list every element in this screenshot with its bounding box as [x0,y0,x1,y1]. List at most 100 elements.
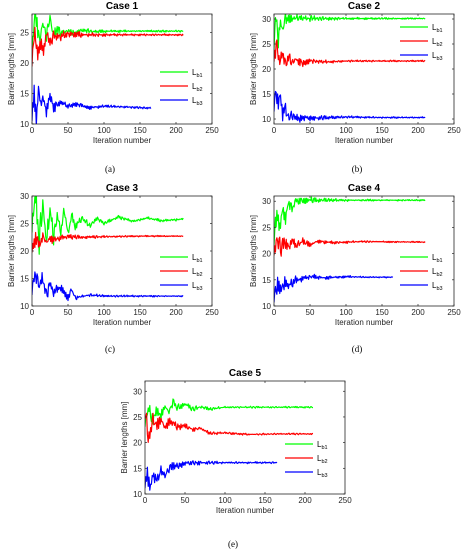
y-tick-label: 20 [133,439,142,448]
panel-label: (a) [105,164,115,174]
chart-panel-2: Case 2 0 50 100 150 200 250 10 15 20 25 30 Iteration… [249,1,461,174]
chart-panel-4: Case 4 0 50 100 150 200 250 10 15 20 25 30 Iteration… [249,183,461,354]
plot-frame [273,195,455,307]
y-tick-label: 30 [262,15,271,24]
legend-label-b1: Lb1 [432,253,443,264]
legend-subscript: b2 [436,42,442,48]
legend-subscript: b1 [196,258,202,264]
y-tick-label: 20 [20,59,29,68]
series-line-b2 [274,39,426,68]
x-tick-label: 150 [375,308,389,317]
x-tick-label: 50 [64,126,73,135]
series-group [274,196,426,303]
series-line-b3 [274,273,394,303]
y-tick-label: 15 [20,89,29,98]
x-tick-label: 0 [143,496,148,505]
y-tick-label: 30 [133,387,142,396]
series-line-b1 [32,196,184,255]
legend-label-b1: Lb1 [317,440,328,451]
chart-title: Case 1 [106,1,139,12]
legend-subscript: b2 [321,459,327,465]
legend: Lb1 Lb2 Lb3 [400,253,443,292]
legend: Lb1 Lb2 Lb3 [160,253,203,292]
legend-subscript: b3 [196,101,202,107]
legend-label-b2: Lb2 [192,82,203,93]
chart-panel-5: Case 5 0 50 100 150 200 250 10 15 20 25 30 Iteration… [120,368,352,549]
chart-title: Case 3 [106,183,139,194]
x-tick-label: 0 [272,308,277,317]
series-line-b2 [32,231,184,253]
y-axis-label: Barrier lengths [mm] [7,215,16,287]
panel-label: (c) [105,344,115,354]
x-tick-label: 0 [272,126,277,135]
plot-frame [31,13,213,125]
series-group [274,14,426,123]
series-group [32,196,184,302]
x-tick-label: 150 [133,126,147,135]
legend-subscript: b1 [196,73,202,79]
y-tick-label: 10 [262,115,271,124]
x-tick-label: 250 [338,496,352,505]
x-axis-label: Iteration number [93,318,152,327]
x-tick-label: 100 [97,308,111,317]
x-axis-label: Iteration number [216,506,275,515]
series-line-b2 [274,236,426,257]
y-tick-label: 15 [262,276,271,285]
legend-subscript: b2 [436,272,442,278]
x-tick-label: 150 [133,308,147,317]
x-tick-label: 100 [339,308,353,317]
series-line-b1 [274,196,426,246]
y-tick-label: 20 [262,250,271,259]
series-line-b3 [145,460,278,491]
series-line-b1 [274,14,426,50]
x-tick-label: 200 [298,496,312,505]
x-tick-label: 50 [306,126,315,135]
y-axis-label: Barrier lengths [mm] [249,215,258,287]
y-tick-label: 10 [262,302,271,311]
legend-label-b3: Lb3 [432,51,443,62]
y-axis-label: Barrier lengths [mm] [7,33,16,105]
x-tick-label: 250 [447,126,461,135]
y-axis-label: Barrier lengths [mm] [120,401,129,473]
legend-subscript: b2 [196,272,202,278]
y-tick-label: 25 [20,28,29,37]
y-tick-label: 20 [20,247,29,256]
legend-label-b2: Lb2 [432,267,443,278]
legend-label-b3: Lb3 [192,281,203,292]
x-tick-label: 200 [169,308,183,317]
x-tick-label: 200 [169,126,183,135]
y-tick-label: 10 [20,302,29,311]
panel-label: (d) [352,344,363,354]
legend-label-b2: Lb2 [432,37,443,48]
legend-label-b1: Lb1 [192,253,203,264]
legend-subscript: b3 [436,56,442,62]
y-tick-label: 25 [262,40,271,49]
y-tick-label: 10 [133,490,142,499]
y-tick-label: 30 [262,197,271,206]
x-tick-label: 250 [447,308,461,317]
series-line-b3 [274,90,426,123]
x-tick-label: 0 [30,308,35,317]
x-tick-label: 100 [97,126,111,135]
legend-label-b1: Lb1 [192,68,203,79]
series-line-b2 [32,26,184,67]
series-line-b3 [32,84,152,124]
x-axis-label: Iteration number [335,318,394,327]
x-tick-label: 150 [258,496,272,505]
x-tick-label: 250 [205,308,219,317]
chart-title: Case 4 [348,183,381,194]
legend-subscript: b1 [436,258,442,264]
y-tick-label: 25 [262,223,271,232]
series-group [145,398,314,491]
legend-subscript: b3 [321,473,327,479]
plot-frame [144,380,346,495]
legend-subscript: b2 [196,87,202,93]
x-axis-label: Iteration number [335,136,394,145]
x-tick-label: 200 [411,308,425,317]
x-axis-label: Iteration number [93,136,152,145]
x-tick-label: 50 [306,308,315,317]
chart-title: Case 5 [229,368,262,379]
legend-label-b3: Lb3 [317,468,328,479]
x-tick-label: 100 [339,126,353,135]
